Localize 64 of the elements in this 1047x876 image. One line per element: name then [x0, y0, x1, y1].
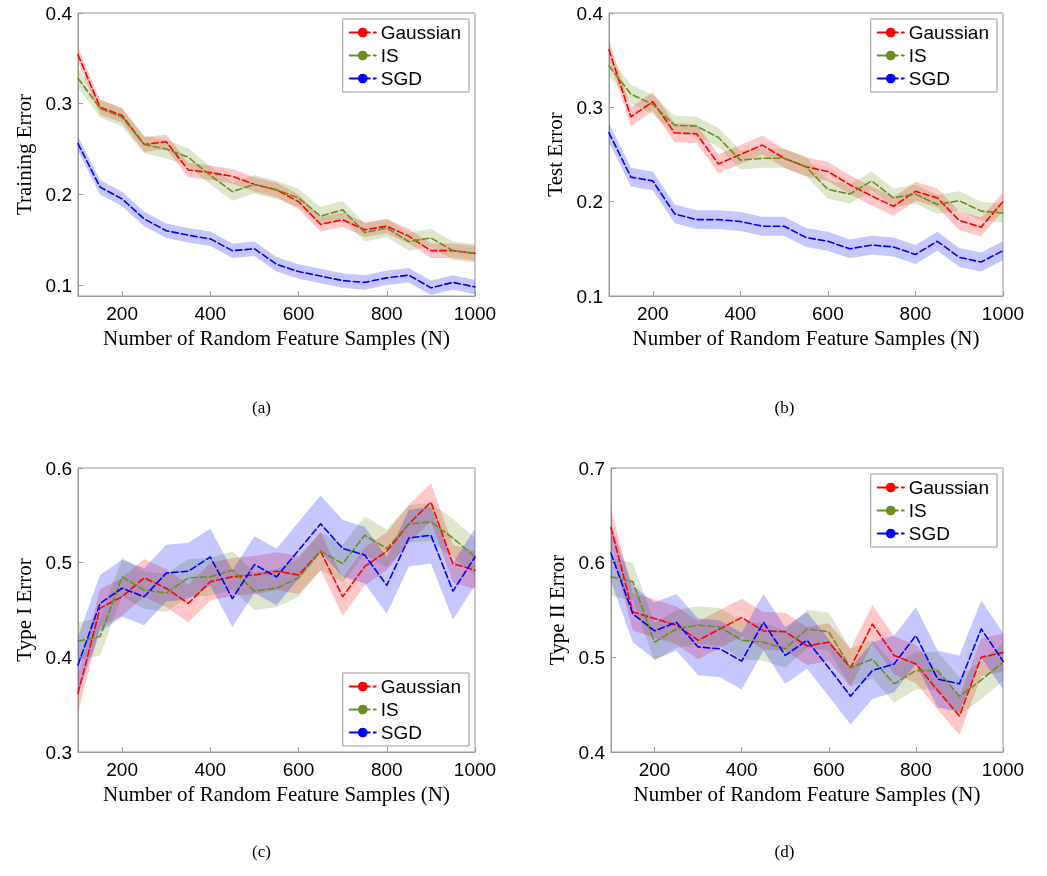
y-tick-label: 0.4 [578, 741, 606, 763]
x-tick-label: 600 [812, 759, 845, 780]
x-tick-label: 400 [724, 303, 757, 324]
y-tick-label: 0.4 [45, 2, 73, 24]
x-tick-label: 400 [725, 759, 758, 780]
y-tick-label: 0.6 [578, 552, 605, 574]
x-axis-title: Number of Random Feature Samples (N) [633, 782, 981, 807]
y-tick-label: 0.5 [45, 552, 72, 574]
x-tick-label: 600 [282, 759, 315, 780]
line-series [77, 521, 476, 643]
legend-label: Gaussian [380, 676, 462, 697]
line-series [610, 576, 1004, 697]
x-tick-label: 1000 [453, 303, 497, 324]
x-tick-label: 600 [282, 303, 315, 324]
x-axis-title: Number of Random Feature Samples (N) [102, 782, 451, 807]
legend-label: SGD [908, 68, 950, 89]
x-tick-label: 200 [636, 303, 669, 324]
text: (b) [774, 398, 795, 417]
y-tick-label: 0.4 [45, 646, 73, 668]
legend-label: IS [380, 699, 399, 720]
x-tick-label: 400 [194, 759, 227, 780]
y-tick-label: 0.3 [576, 96, 603, 118]
x-tick-label: 1000 [453, 759, 497, 780]
x-tick-label: 200 [106, 303, 138, 324]
y-axis-title: Type II Error [544, 554, 569, 666]
y-axis-title: Test Error [542, 112, 567, 197]
legend-label: SGD [908, 523, 950, 544]
x-axis-title: Number of Random Feature Samples (N) [102, 326, 451, 351]
legend-label: IS [908, 500, 927, 521]
y-tick-label: 0.5 [578, 646, 605, 668]
y-tick-label: 0.1 [45, 274, 72, 296]
line-series [610, 552, 1004, 697]
x-tick-label: 1000 [981, 303, 1025, 324]
legend-label: SGD [380, 68, 422, 89]
legend-label: SGD [380, 722, 422, 743]
y-tick-label: 0.2 [576, 191, 603, 213]
y-tick-label: 0.4 [576, 2, 604, 24]
x-tick-label: 800 [370, 303, 403, 324]
y-tick-label: 0.7 [578, 457, 605, 479]
legend-label: IS [380, 45, 399, 66]
x-tick-label: 200 [106, 759, 138, 780]
x-tick-label: 800 [899, 303, 932, 324]
y-tick-label: 0.3 [45, 741, 72, 763]
legend-label: Gaussian [380, 22, 462, 43]
legend-label: IS [908, 45, 927, 66]
legend-label: Gaussian [908, 477, 990, 498]
x-tick-label: 200 [638, 759, 671, 780]
text: (a) [252, 398, 271, 417]
y-tick-label: 0.2 [45, 183, 72, 205]
text: (c) [252, 842, 271, 861]
x-tick-label: 400 [194, 303, 227, 324]
x-tick-label: 800 [900, 759, 932, 780]
x-tick-label: 1000 [981, 759, 1025, 780]
y-tick-label: 0.6 [45, 457, 72, 479]
x-tick-label: 600 [812, 303, 844, 324]
line-series [77, 523, 476, 666]
y-axis-title: Type I Error [11, 558, 36, 662]
legend-label: Gaussian [908, 22, 990, 43]
x-tick-label: 800 [370, 759, 403, 780]
x-axis-title: Number of Random Feature Samples (N) [632, 326, 980, 351]
y-tick-label: 0.1 [576, 285, 603, 307]
text: (d) [774, 842, 795, 861]
y-tick-label: 0.3 [45, 93, 72, 115]
y-axis-title: Training Error [11, 93, 36, 216]
